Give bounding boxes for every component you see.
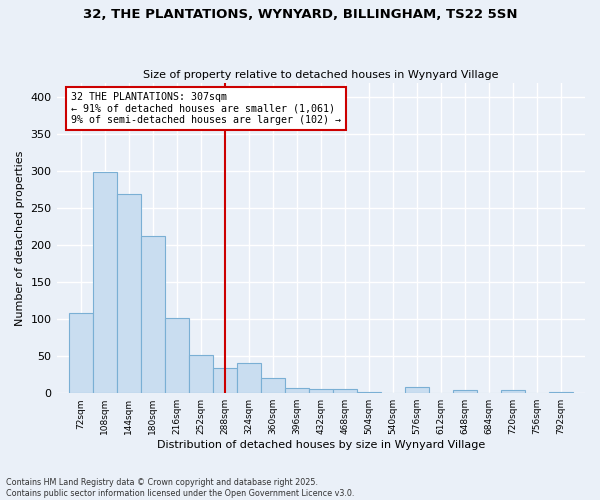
Bar (549, 392, 573, 393)
Bar (164, 318, 188, 393)
Bar (68, 314, 92, 393)
Bar (212, 368, 236, 393)
Bar (236, 363, 261, 393)
Bar (140, 236, 164, 393)
Text: 32, THE PLANTATIONS, WYNYARD, BILLINGHAM, TS22 5SN: 32, THE PLANTATIONS, WYNYARD, BILLINGHAM… (83, 8, 517, 20)
Bar (92, 172, 116, 393)
Bar (333, 389, 357, 393)
Text: Contains HM Land Registry data © Crown copyright and database right 2025.
Contai: Contains HM Land Registry data © Crown c… (6, 478, 355, 498)
Bar (405, 388, 429, 393)
Bar (309, 389, 333, 393)
Y-axis label: Number of detached properties: Number of detached properties (15, 150, 25, 326)
Bar (116, 194, 140, 393)
Title: Size of property relative to detached houses in Wynyard Village: Size of property relative to detached ho… (143, 70, 499, 81)
Bar (501, 390, 525, 393)
Bar (261, 378, 285, 393)
Bar (285, 388, 309, 393)
Bar (357, 392, 381, 393)
X-axis label: Distribution of detached houses by size in Wynyard Village: Distribution of detached houses by size … (157, 440, 485, 450)
Bar (453, 390, 477, 393)
Text: 32 THE PLANTATIONS: 307sqm
← 91% of detached houses are smaller (1,061)
9% of se: 32 THE PLANTATIONS: 307sqm ← 91% of deta… (71, 92, 341, 124)
Bar (188, 355, 212, 393)
